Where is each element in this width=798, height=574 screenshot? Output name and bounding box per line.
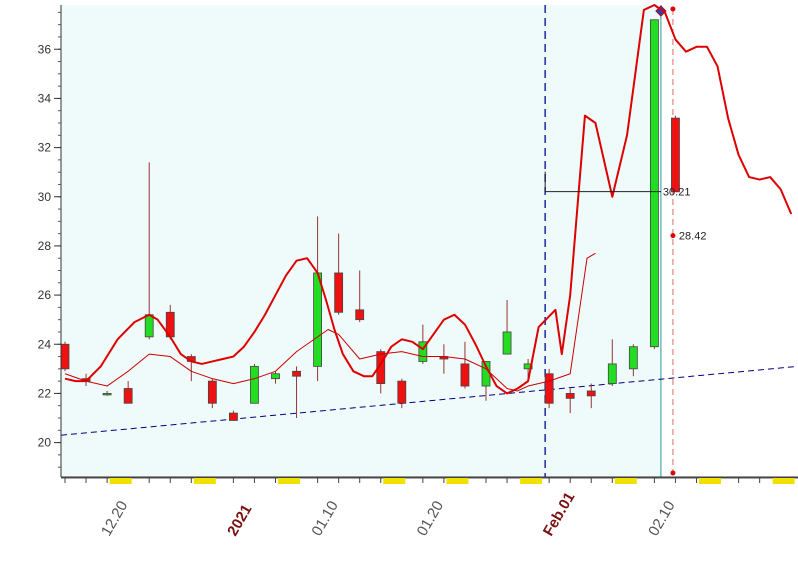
forecast-marker-top: [670, 6, 676, 12]
candle: [228, 410, 238, 421]
candle: [355, 270, 365, 323]
candle: [544, 368, 554, 409]
candle-body: [628, 346, 638, 370]
candle: [271, 371, 280, 384]
y-tick-label: 36: [38, 42, 52, 56]
candle: [607, 339, 617, 387]
weekend-marker: [278, 478, 301, 484]
candle: [523, 359, 533, 379]
weekend-marker: [520, 478, 543, 484]
x-tick-label: Feb.01: [540, 489, 578, 539]
y-tick-label: 30: [38, 190, 52, 204]
y-tick-label: 22: [38, 386, 52, 400]
price-point: [670, 233, 676, 239]
candle-body: [650, 19, 659, 348]
candle-body: [355, 309, 365, 321]
candle-body: [460, 363, 470, 387]
candle: [123, 381, 133, 404]
weekend-marker: [193, 478, 216, 484]
candle-body: [544, 373, 554, 404]
price-bracket: [544, 171, 661, 193]
candle-body: [586, 390, 596, 397]
forecast-marker-bottom: [670, 470, 676, 476]
x-tick-label: 2021: [224, 502, 255, 539]
candle: [671, 115, 680, 193]
candle-body: [250, 365, 259, 404]
candle: [292, 366, 301, 418]
candle: [376, 349, 386, 394]
candle-body: [565, 393, 575, 399]
candle-body: [292, 370, 301, 377]
y-tick-label: 28: [38, 239, 52, 253]
candle-body: [397, 380, 407, 404]
candle: [60, 341, 70, 372]
candle-body: [144, 314, 154, 338]
candle-body: [418, 341, 428, 362]
candle-body: [271, 373, 280, 380]
moving-average-line: [64, 252, 596, 392]
x-tick-label: 12.20: [98, 498, 131, 539]
y-tick-label: 24: [38, 337, 52, 351]
candle-body: [502, 331, 512, 355]
candle: [502, 300, 512, 355]
candle: [586, 383, 596, 409]
weekend-marker: [699, 478, 722, 484]
annotation-label: 28.42: [679, 231, 707, 243]
candle-body: [376, 351, 386, 384]
candle: [650, 19, 659, 350]
candle-body: [207, 380, 217, 404]
candle: [628, 344, 638, 377]
forecast-line: [64, 4, 793, 395]
candle: [102, 390, 112, 396]
candle-body: [102, 393, 112, 396]
candle: [207, 378, 217, 409]
candle-body: [671, 117, 680, 193]
candle: [397, 378, 407, 409]
weekend-marker: [383, 478, 406, 484]
weekend-marker: [109, 478, 132, 484]
trend-line: [60, 365, 798, 436]
x-tick-label: 01.10: [308, 498, 341, 539]
candle-body: [228, 412, 238, 421]
candle-body: [60, 343, 70, 370]
y-tick-label: 26: [38, 288, 52, 302]
y-tick-label: 32: [38, 141, 52, 155]
candle: [250, 363, 259, 404]
annotation-label: 30.21: [663, 187, 691, 199]
y-tick-label: 20: [38, 436, 52, 450]
candle-body: [313, 272, 323, 367]
history-shading: [61, 5, 661, 477]
candle-body: [523, 363, 533, 370]
candle: [460, 341, 470, 389]
candle-body: [334, 272, 344, 313]
x-tick-label: 01.20: [414, 498, 447, 539]
candle: [565, 388, 575, 414]
candle: [418, 324, 428, 364]
x-tick-label: 02.10: [645, 498, 678, 539]
weekend-marker: [614, 478, 637, 484]
weekend-marker: [446, 478, 469, 484]
weekend-marker: [772, 478, 795, 484]
candle-body: [123, 388, 133, 404]
y-tick-label: 34: [38, 91, 52, 105]
candle-body: [607, 363, 617, 384]
candle: [334, 233, 344, 315]
